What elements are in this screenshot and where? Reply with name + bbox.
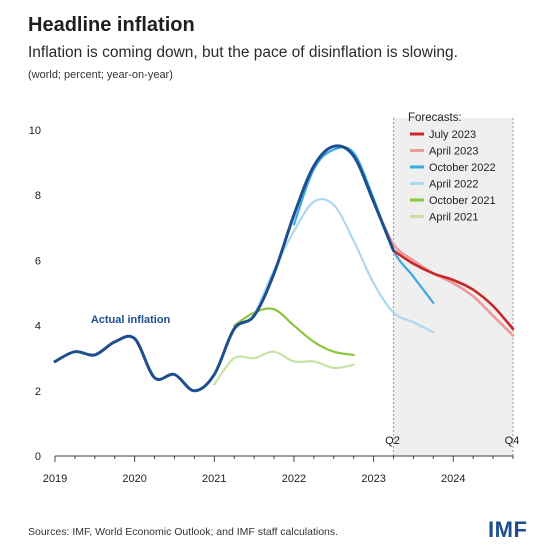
legend-title: Forecasts: [408, 112, 462, 124]
series-line-april-2022 [253, 198, 435, 334]
y-tick-label: 8 [35, 190, 41, 202]
series-line-april-2021 [213, 350, 355, 386]
source-note: Sources: IMF, World Economic Outlook; an… [28, 526, 339, 538]
chart-subtitle: Inflation is coming down, but the pace o… [28, 44, 458, 61]
x-tick-label: 2022 [282, 473, 306, 485]
y-tick-label: 6 [35, 255, 41, 267]
series-line-actual-inflation [53, 144, 395, 393]
quarter-marker-label: Q4 [505, 435, 520, 447]
chart-title: Headline inflation [28, 14, 195, 36]
x-tick-label: 2023 [361, 473, 385, 485]
legend-entry: October 2022 [429, 162, 496, 174]
x-tick-label: 2021 [202, 473, 226, 485]
imf-logo: IMF [488, 517, 528, 542]
series-line-october-2022 [292, 146, 435, 304]
forecast-shading [393, 118, 513, 456]
chart-units: (world; percent; year-on-year) [28, 69, 173, 81]
legend-entry: April 2023 [429, 146, 479, 158]
series-line-october-2021 [233, 307, 355, 356]
x-tick-label: 2019 [43, 473, 67, 485]
y-tick-label: 0 [35, 451, 41, 463]
legend-entry: April 2021 [429, 212, 479, 224]
actual-inflation-label: Actual inflation [91, 314, 171, 326]
legend-entry: July 2023 [429, 129, 476, 141]
y-tick-label: 10 [29, 125, 41, 137]
x-tick-label: 2024 [441, 473, 465, 485]
quarter-marker-label: Q2 [385, 435, 400, 447]
x-tick-label: 2020 [122, 473, 146, 485]
y-tick-label: 2 [35, 386, 41, 398]
legend-entry: April 2022 [429, 179, 479, 191]
series-line-april-2023 [372, 200, 515, 337]
series-line-july-2023 [392, 249, 515, 331]
legend-entry: October 2021 [429, 195, 496, 207]
y-tick-label: 4 [35, 321, 41, 333]
